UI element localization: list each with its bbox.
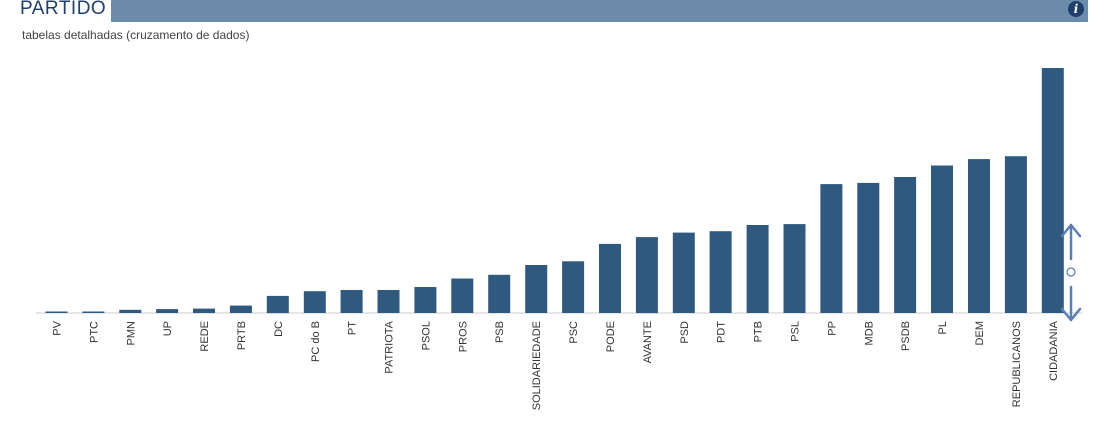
x-tick-label: PT [347, 321, 359, 335]
bar[interactable] [599, 243, 621, 313]
x-tick-label: PODE [605, 321, 617, 352]
bar[interactable] [414, 287, 437, 313]
x-tick-label: DEM [974, 321, 986, 345]
bar[interactable] [82, 311, 105, 314]
bar[interactable] [1004, 156, 1027, 313]
x-tick-label: PSB [494, 321, 506, 343]
bar[interactable] [451, 278, 474, 314]
bar[interactable] [746, 225, 769, 313]
bar[interactable] [156, 309, 179, 313]
bar[interactable] [45, 311, 68, 314]
bar[interactable] [340, 290, 363, 313]
x-tick-label: PSL [790, 321, 802, 342]
bar[interactable] [968, 159, 990, 313]
x-tick-label: PRTB [236, 321, 248, 350]
chart-title: PARTIDO [20, 0, 107, 19]
x-tick-label: PATRIOTA [384, 320, 396, 373]
x-tick-label: CIDADANIA [1048, 320, 1060, 381]
x-tick-label: PSC [568, 321, 580, 344]
x-tick-label: AVANTE [642, 321, 654, 363]
bar[interactable] [1041, 68, 1064, 313]
bar[interactable] [488, 274, 511, 313]
bar[interactable] [894, 177, 917, 313]
bar[interactable] [377, 290, 400, 313]
x-tick-label: PDT [716, 321, 728, 343]
x-tick-label: PSDB [900, 321, 912, 351]
bar[interactable] [119, 309, 142, 313]
title-bar [111, 0, 1088, 22]
bar[interactable] [525, 265, 548, 313]
bar[interactable] [820, 184, 843, 313]
x-tick-label: PP [826, 321, 838, 336]
x-tick-label: PV [52, 320, 64, 335]
x-tick-label: REPUBLICANOS [1011, 321, 1023, 407]
bar[interactable] [229, 305, 252, 313]
x-tick-label: DC [273, 321, 285, 337]
x-tick-label: PL [937, 321, 949, 334]
bar[interactable] [266, 295, 289, 314]
bar[interactable] [709, 231, 732, 313]
x-tick-label: PTC [88, 321, 100, 343]
bar[interactable] [562, 261, 585, 313]
bar[interactable] [303, 291, 326, 313]
bar[interactable] [857, 182, 880, 313]
x-tick-label: PMN [125, 321, 137, 346]
x-tick-label: UP [162, 321, 174, 336]
x-tick-label: REDE [199, 321, 211, 352]
x-tick-label: PC do B [310, 321, 322, 362]
x-tick-label: MDB [863, 321, 875, 345]
bar[interactable] [635, 237, 658, 314]
vertical-resize-arrows-icon[interactable] [1058, 222, 1084, 324]
info-icon[interactable]: i [1068, 1, 1084, 17]
x-tick-label: SOLIDARIEDADE [531, 321, 543, 410]
bar[interactable] [783, 224, 806, 313]
bar[interactable] [193, 308, 215, 313]
x-tick-label: PTB [753, 321, 765, 342]
chart-subtitle: tabelas detalhadas (cruzamento de dados) [22, 28, 250, 42]
x-tick-label: PSOL [420, 321, 432, 350]
chart-header: PARTIDO i [0, 0, 1094, 24]
x-tick-label: PROS [457, 321, 469, 352]
x-tick-label: PSD [679, 321, 691, 344]
bar[interactable] [672, 232, 695, 313]
bar[interactable] [931, 165, 953, 314]
